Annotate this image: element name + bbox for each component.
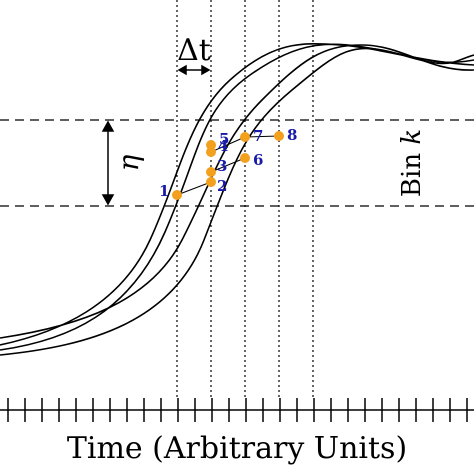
bin-word: Bin [397,153,427,197]
curve [0,47,474,356]
delta-t-label: Δt [177,33,211,68]
step-lines [176,135,280,196]
point [240,153,250,163]
point-label: 4 [218,137,228,155]
points: 1 2 3 45 6 7 8 [159,126,297,200]
delta-t-marker [177,64,211,76]
bin-boundaries [0,119,474,207]
point-label: 1 [159,182,169,200]
point-label: 3 [217,157,227,175]
curve [0,44,474,339]
point [172,190,182,200]
point-label: 7 [253,127,263,145]
x-axis [0,398,474,422]
point-label: 5 [219,130,229,148]
eta-label: η [112,154,145,171]
point [206,147,216,157]
bin-label: Bin k [397,129,427,197]
point-label: 8 [287,126,297,144]
point [240,132,250,142]
point-label: 6 [253,151,263,169]
bin-index: k [397,129,427,145]
eta-marker [101,120,115,206]
point-label: 2 [217,177,227,195]
point [206,140,216,150]
x-axis-label: Time (Arbitrary Units) [67,431,407,466]
point [274,131,284,141]
point [206,177,216,187]
curves [0,43,474,356]
point [206,167,216,177]
